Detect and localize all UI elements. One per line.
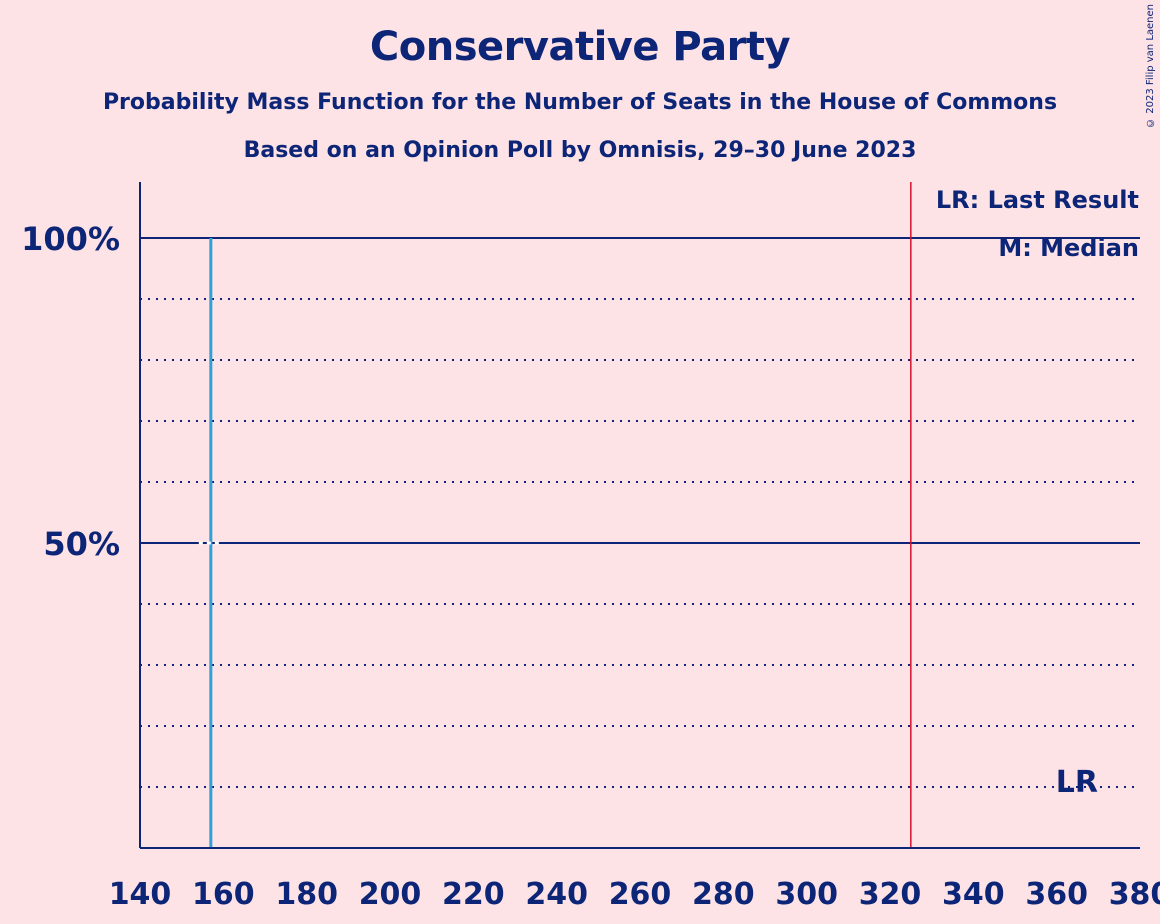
chart-subtitle-1: Probability Mass Function for the Number… <box>102 90 1058 115</box>
x-tick-label: 380 <box>1109 877 1160 912</box>
x-tick-label: 320 <box>859 877 922 912</box>
x-tick-label: 240 <box>525 877 588 912</box>
x-tick-label: 340 <box>942 877 1005 912</box>
x-tick-label: 300 <box>775 877 838 912</box>
x-tick-label: 220 <box>442 877 505 912</box>
reference-lines <box>198 182 912 848</box>
x-tick-label: 260 <box>609 877 672 912</box>
legend-entry: M: Median <box>998 234 1139 262</box>
y-tick-label: 50% <box>43 525 120 563</box>
chart-title: Conservative Party <box>369 24 791 70</box>
last-result-label: LR <box>1056 765 1098 800</box>
chart-subtitle-2: Based on an Opinion Poll by Omnisis, 29–… <box>243 138 917 163</box>
x-tick-label: 140 <box>109 877 172 912</box>
x-tick-label: 360 <box>1025 877 1088 912</box>
x-tick-label: 160 <box>192 877 255 912</box>
y-tick-label: 100% <box>21 220 120 258</box>
legend: LR: Last Result M: Median LR <box>936 186 1139 800</box>
x-tick-label: 180 <box>275 877 338 912</box>
x-tick-label: 200 <box>359 877 422 912</box>
axes <box>139 182 1140 849</box>
legend-entry: LR: Last Result <box>936 186 1139 214</box>
tick-labels: 140 160 180 200 220 240 260 280 300 320 340 360 380 5… <box>21 220 1160 912</box>
gridlines <box>140 237 1140 788</box>
x-tick-label: 280 <box>692 877 755 912</box>
